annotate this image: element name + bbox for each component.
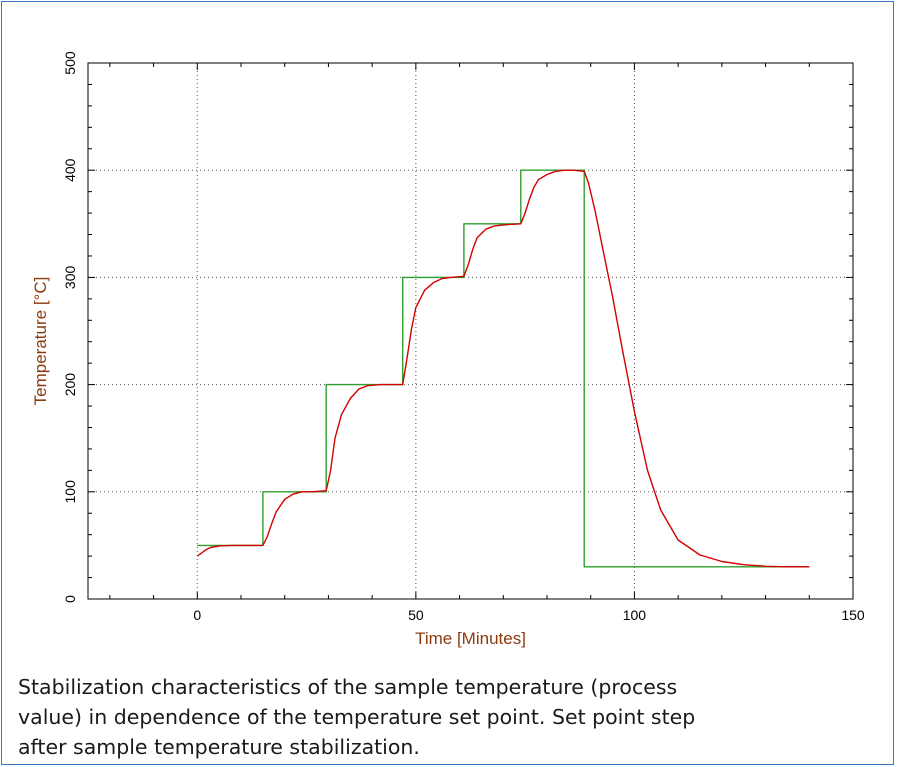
x-tick-label: 150 <box>841 607 865 623</box>
x-tick-label: 100 <box>623 607 647 623</box>
minor-ticks <box>88 62 854 600</box>
x-axis-title: Time [Minutes] <box>415 629 526 648</box>
x-tick-label: 50 <box>408 607 424 623</box>
y-tick-label: 200 <box>62 373 78 397</box>
caption-line-1: Stabilization characteristics of the sam… <box>18 675 678 699</box>
series-group <box>196 169 810 568</box>
caption-line-2: value) in dependence of the temperature … <box>18 705 696 729</box>
caption-line-3: after sample temperature stabilization. <box>18 735 420 759</box>
y-tick-label: 300 <box>62 266 78 290</box>
y-tick-label: 400 <box>62 158 78 182</box>
figure-caption: Stabilization characteristics of the sam… <box>18 672 883 762</box>
grid <box>88 63 853 599</box>
chart: 0 50 100 150 0 100 200 300 400 500 Time [Minutes]… <box>31 51 865 648</box>
x-tick-label: 0 <box>193 607 201 623</box>
y-tick-label: 0 <box>62 595 78 603</box>
plot-area <box>87 62 854 600</box>
y-tick-label: 500 <box>62 51 78 75</box>
tick-labels: 0 50 100 150 0 100 200 300 400 500 <box>62 51 865 623</box>
y-tick-label: 100 <box>62 480 78 504</box>
y-axis-title: Temperature [°C] <box>31 277 50 406</box>
series-line-process-value <box>196 169 810 568</box>
series-line-set-point <box>197 169 810 568</box>
